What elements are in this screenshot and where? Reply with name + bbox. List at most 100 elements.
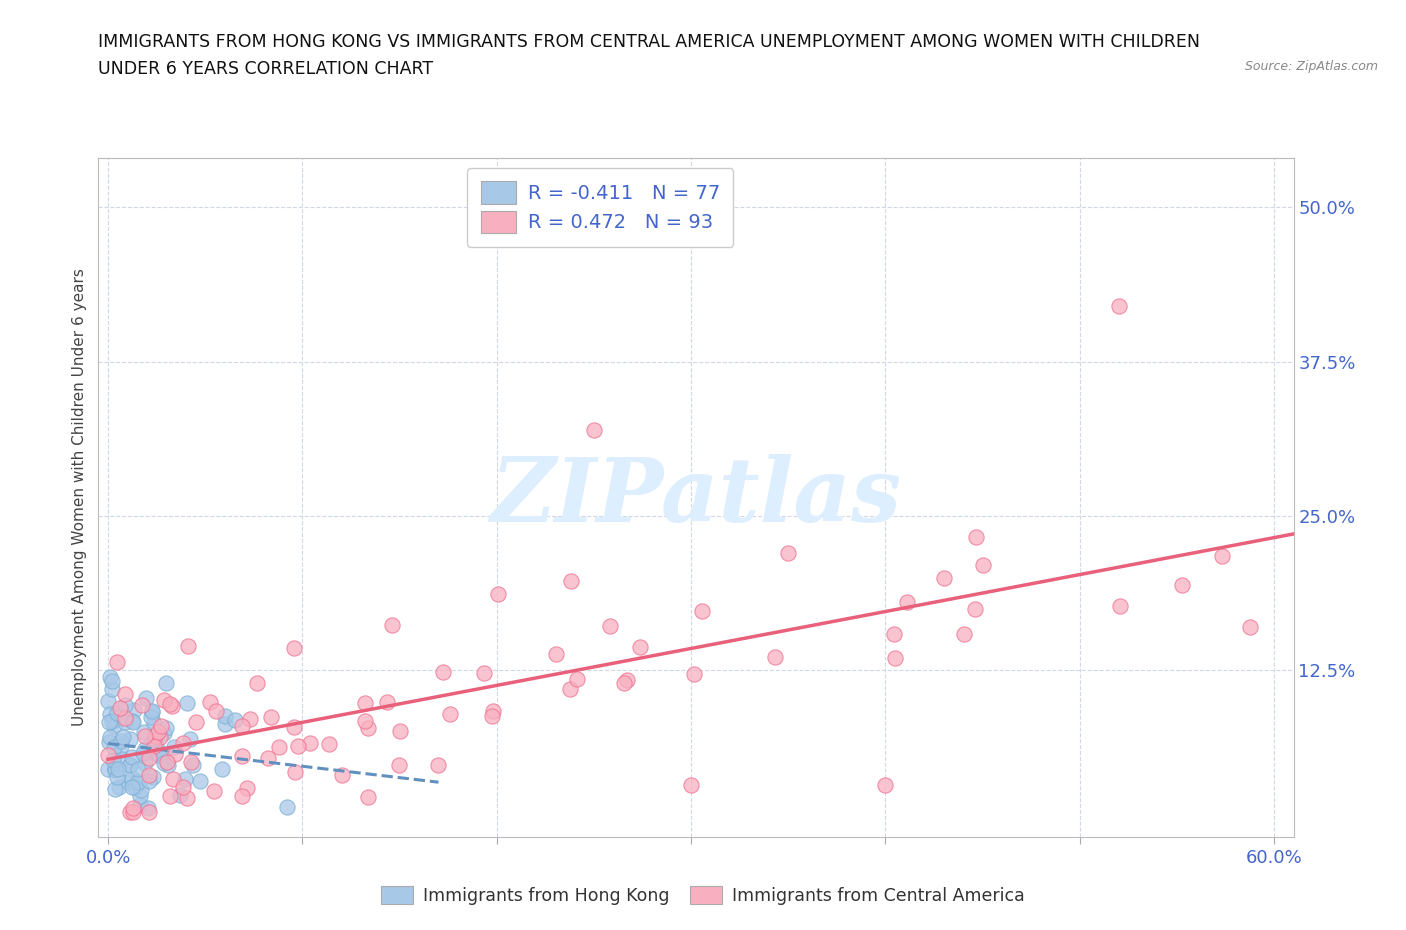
Point — [963, 602, 986, 617]
Point — [105, 706, 128, 721]
Point — [145, 746, 167, 761]
Point — [202, 784, 225, 799]
Point — [883, 626, 905, 641]
Point — [214, 709, 236, 724]
Point — [105, 770, 128, 785]
Point — [121, 713, 143, 728]
Point — [98, 729, 121, 744]
Text: UNDER 6 YEARS CORRELATION CHART: UNDER 6 YEARS CORRELATION CHART — [98, 60, 433, 78]
Point — [353, 696, 375, 711]
Point — [179, 731, 201, 746]
Point — [599, 618, 621, 633]
Point — [98, 715, 121, 730]
Point — [134, 741, 156, 756]
Point — [153, 693, 176, 708]
Point — [176, 696, 198, 711]
Point — [283, 764, 305, 779]
Point — [681, 777, 703, 792]
Point — [276, 799, 298, 814]
Legend: Immigrants from Hong Kong, Immigrants from Central America: Immigrants from Hong Kong, Immigrants fr… — [374, 879, 1032, 911]
Point — [136, 801, 159, 816]
Point — [153, 756, 176, 771]
Point — [287, 739, 309, 754]
Point — [134, 755, 156, 770]
Point — [267, 740, 290, 755]
Point — [616, 672, 638, 687]
Point — [472, 665, 495, 680]
Point — [97, 762, 120, 777]
Point — [260, 710, 283, 724]
Point — [318, 737, 340, 751]
Point — [138, 804, 160, 819]
Point — [432, 665, 454, 680]
Point — [896, 594, 918, 609]
Point — [582, 422, 605, 437]
Point — [283, 641, 305, 656]
Point — [103, 719, 125, 734]
Point — [112, 730, 135, 745]
Point — [875, 777, 897, 792]
Point — [1108, 299, 1130, 313]
Point — [132, 746, 155, 761]
Point — [239, 711, 262, 726]
Point — [121, 779, 143, 794]
Point — [354, 713, 377, 728]
Point — [132, 724, 155, 739]
Point — [98, 735, 121, 750]
Point — [628, 640, 651, 655]
Point — [121, 801, 143, 816]
Point — [381, 618, 404, 632]
Point — [114, 711, 136, 725]
Point — [224, 712, 246, 727]
Point — [163, 739, 186, 754]
Point — [236, 781, 259, 796]
Point — [101, 753, 124, 768]
Point — [141, 704, 163, 719]
Point — [1108, 599, 1130, 614]
Point — [231, 789, 253, 804]
Point — [122, 703, 145, 718]
Point — [142, 716, 165, 731]
Point — [560, 574, 582, 589]
Point — [932, 570, 955, 585]
Point — [763, 650, 786, 665]
Point — [97, 748, 120, 763]
Point — [118, 804, 141, 819]
Point — [188, 774, 211, 789]
Point — [107, 779, 129, 794]
Point — [567, 671, 589, 686]
Point — [138, 768, 160, 783]
Point — [104, 763, 127, 777]
Point — [246, 675, 269, 690]
Point — [155, 721, 177, 736]
Point — [101, 714, 124, 729]
Point — [129, 783, 152, 798]
Point — [110, 738, 132, 753]
Point — [1239, 619, 1261, 634]
Point — [482, 704, 505, 719]
Point — [101, 682, 124, 697]
Point — [127, 775, 149, 790]
Point — [388, 724, 411, 738]
Point — [181, 757, 204, 772]
Point — [1211, 549, 1233, 564]
Point — [110, 734, 132, 749]
Point — [214, 717, 236, 732]
Point — [128, 797, 150, 812]
Point — [884, 650, 907, 665]
Point — [105, 654, 128, 669]
Point — [128, 789, 150, 804]
Point — [173, 772, 195, 787]
Point — [146, 724, 169, 739]
Point — [153, 725, 176, 740]
Point — [124, 779, 146, 794]
Point — [145, 737, 167, 752]
Point — [186, 715, 208, 730]
Point — [952, 627, 974, 642]
Point — [121, 714, 143, 729]
Point — [211, 762, 233, 777]
Point — [162, 772, 184, 787]
Point — [357, 790, 380, 804]
Point — [159, 789, 181, 804]
Point — [138, 774, 160, 789]
